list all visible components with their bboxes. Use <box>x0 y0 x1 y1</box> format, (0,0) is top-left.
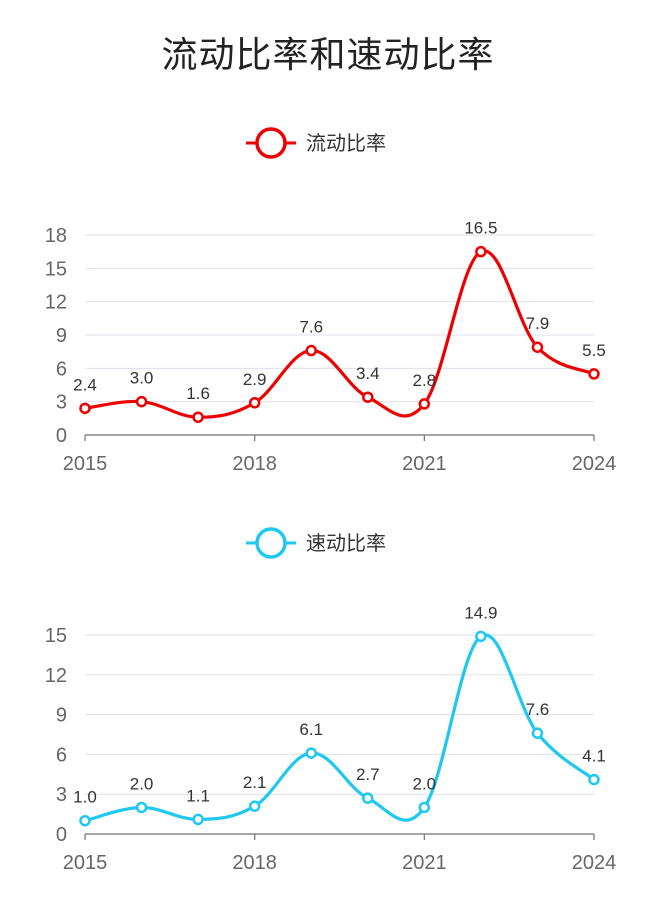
data-label: 2.9 <box>243 370 267 389</box>
data-point[interactable] <box>475 630 487 643</box>
legend-marker-icon <box>255 527 287 559</box>
x-tick-label: 2021 <box>402 852 447 874</box>
page-title: 流动比率和速动比率 <box>161 35 495 76</box>
data-label: 2.0 <box>130 774 154 793</box>
legend[interactable]: 速动比率 <box>246 527 386 559</box>
data-point[interactable] <box>248 800 261 812</box>
data-label: 3.4 <box>356 364 380 383</box>
y-tick-label: 6 <box>56 744 67 766</box>
y-tick-label: 12 <box>45 665 67 687</box>
legend-label: 流动比率 <box>306 131 386 155</box>
data-point[interactable] <box>531 727 544 739</box>
data-label: 6.1 <box>299 720 323 739</box>
data-label: 14.9 <box>464 603 497 622</box>
series-line <box>84 249 595 419</box>
data-point[interactable] <box>135 801 148 814</box>
x-tick-label: 2015 <box>63 453 108 475</box>
data-point[interactable] <box>79 814 91 827</box>
data-point[interactable] <box>531 341 544 353</box>
x-tick-label: 2018 <box>232 453 277 475</box>
data-label: 7.6 <box>526 700 550 719</box>
data-label: 4.1 <box>582 747 606 766</box>
data-label: 16.5 <box>464 219 497 238</box>
y-tick-label: 15 <box>45 625 67 647</box>
y-tick-label: 15 <box>45 258 67 280</box>
data-point[interactable] <box>362 391 374 403</box>
data-point[interactable] <box>192 813 204 826</box>
y-tick-label: 3 <box>56 392 67 414</box>
data-label: 2.0 <box>413 774 437 793</box>
data-point[interactable] <box>248 397 261 409</box>
y-tick-label: 0 <box>56 425 67 447</box>
data-label: 2.4 <box>73 375 97 394</box>
data-point[interactable] <box>418 801 431 814</box>
data-point[interactable] <box>588 368 600 380</box>
quick-ratio-chart: 速动比率 0 3 6 9 12 15 2015 2018 2021 2024 1.0 2.0 1.1 2.1… <box>45 527 617 874</box>
data-point[interactable] <box>192 411 204 423</box>
data-label: 1.1 <box>186 786 210 805</box>
x-tick-label: 2024 <box>572 453 617 475</box>
y-tick-label: 12 <box>45 292 67 314</box>
data-label: 2.7 <box>356 765 380 784</box>
series-line <box>84 633 596 823</box>
data-point[interactable] <box>418 398 431 410</box>
data-label: 2.1 <box>243 773 267 792</box>
y-tick-label: 3 <box>56 784 67 806</box>
current-ratio-chart: 流动比率 0 3 6 9 12 15 18 2015 2018 2021 2024 2.4 3.0 1.6 2… <box>45 127 617 475</box>
y-tick-label: 0 <box>56 824 67 846</box>
data-label: 1.6 <box>186 384 210 403</box>
data-label: 1.0 <box>73 788 97 807</box>
y-tick-label: 6 <box>56 358 67 380</box>
data-label: 7.6 <box>299 318 323 337</box>
data-label: 5.5 <box>582 341 606 360</box>
data-point[interactable] <box>362 792 374 804</box>
legend-label: 速动比率 <box>306 531 386 555</box>
x-tick-label: 2024 <box>572 852 617 874</box>
data-point[interactable] <box>305 344 317 357</box>
data-point[interactable] <box>79 402 91 415</box>
x-tick-label: 2015 <box>63 852 108 874</box>
data-point[interactable] <box>588 773 600 786</box>
y-tick-label: 9 <box>56 325 67 347</box>
data-point[interactable] <box>475 245 487 258</box>
legend-marker-icon <box>255 127 287 159</box>
legend[interactable]: 流动比率 <box>246 127 386 159</box>
y-tick-label: 9 <box>56 705 67 727</box>
x-tick-label: 2018 <box>232 852 277 874</box>
data-point[interactable] <box>305 747 317 759</box>
x-tick-label: 2021 <box>402 453 447 475</box>
data-label: 3.0 <box>130 369 154 388</box>
data-label: 7.9 <box>526 314 550 333</box>
data-point[interactable] <box>135 395 148 408</box>
y-tick-label: 18 <box>45 225 67 247</box>
data-label: 2.8 <box>413 371 437 390</box>
